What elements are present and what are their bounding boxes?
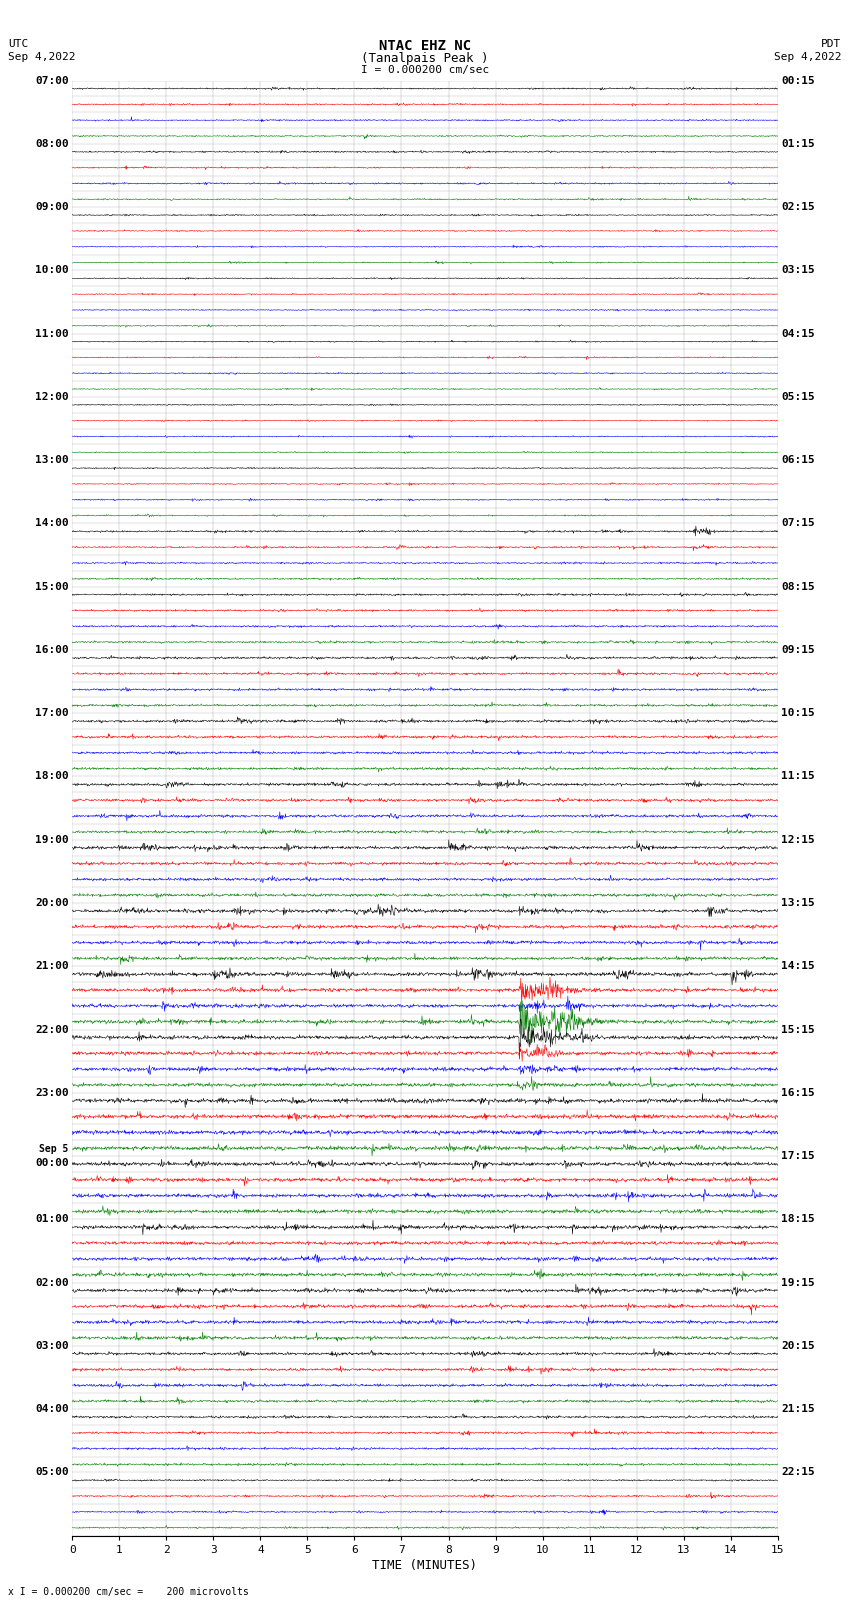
Text: 11:15: 11:15 [781,771,815,781]
Text: 19:00: 19:00 [35,836,69,845]
Text: 18:00: 18:00 [35,771,69,781]
Text: 14:15: 14:15 [781,961,815,971]
Text: (Tanalpais Peak ): (Tanalpais Peak ) [361,52,489,65]
Text: Sep 4,2022: Sep 4,2022 [774,52,842,61]
Text: 17:15: 17:15 [781,1152,815,1161]
Text: 15:15: 15:15 [781,1024,815,1034]
Text: 18:15: 18:15 [781,1215,815,1224]
Text: 08:15: 08:15 [781,582,815,592]
Text: NTAC EHZ NC: NTAC EHZ NC [379,39,471,53]
Text: I = 0.000200 cm/sec: I = 0.000200 cm/sec [361,65,489,74]
Text: 22:15: 22:15 [781,1468,815,1478]
Text: 04:15: 04:15 [781,329,815,339]
Text: 13:15: 13:15 [781,898,815,908]
Text: 13:00: 13:00 [35,455,69,465]
Text: 02:00: 02:00 [35,1277,69,1287]
Text: 20:00: 20:00 [35,898,69,908]
Text: 08:00: 08:00 [35,139,69,148]
Text: x I = 0.000200 cm/sec =    200 microvolts: x I = 0.000200 cm/sec = 200 microvolts [8,1587,249,1597]
Text: 12:00: 12:00 [35,392,69,402]
Text: 05:15: 05:15 [781,392,815,402]
Text: 05:00: 05:00 [35,1468,69,1478]
Text: PDT: PDT [821,39,842,48]
Text: 01:00: 01:00 [35,1215,69,1224]
Text: 12:15: 12:15 [781,836,815,845]
Text: 04:00: 04:00 [35,1403,69,1415]
Text: 21:00: 21:00 [35,961,69,971]
Text: 07:00: 07:00 [35,76,69,85]
Text: 00:15: 00:15 [781,76,815,85]
Text: Sep 4,2022: Sep 4,2022 [8,52,76,61]
Text: 00:00: 00:00 [35,1158,69,1168]
X-axis label: TIME (MINUTES): TIME (MINUTES) [372,1558,478,1571]
Text: 19:15: 19:15 [781,1277,815,1287]
Text: 22:00: 22:00 [35,1024,69,1034]
Text: 10:15: 10:15 [781,708,815,718]
Text: 03:00: 03:00 [35,1340,69,1350]
Text: 16:15: 16:15 [781,1087,815,1098]
Text: UTC: UTC [8,39,29,48]
Text: 23:00: 23:00 [35,1087,69,1098]
Text: 03:15: 03:15 [781,266,815,276]
Text: 20:15: 20:15 [781,1340,815,1350]
Text: Sep 5: Sep 5 [39,1145,69,1155]
Text: 02:15: 02:15 [781,202,815,213]
Text: 01:15: 01:15 [781,139,815,148]
Text: 15:00: 15:00 [35,582,69,592]
Text: 17:00: 17:00 [35,708,69,718]
Text: 09:15: 09:15 [781,645,815,655]
Text: 11:00: 11:00 [35,329,69,339]
Text: 21:15: 21:15 [781,1403,815,1415]
Text: 09:00: 09:00 [35,202,69,213]
Text: 07:15: 07:15 [781,518,815,529]
Text: 14:00: 14:00 [35,518,69,529]
Text: 10:00: 10:00 [35,266,69,276]
Text: 16:00: 16:00 [35,645,69,655]
Text: 06:15: 06:15 [781,455,815,465]
